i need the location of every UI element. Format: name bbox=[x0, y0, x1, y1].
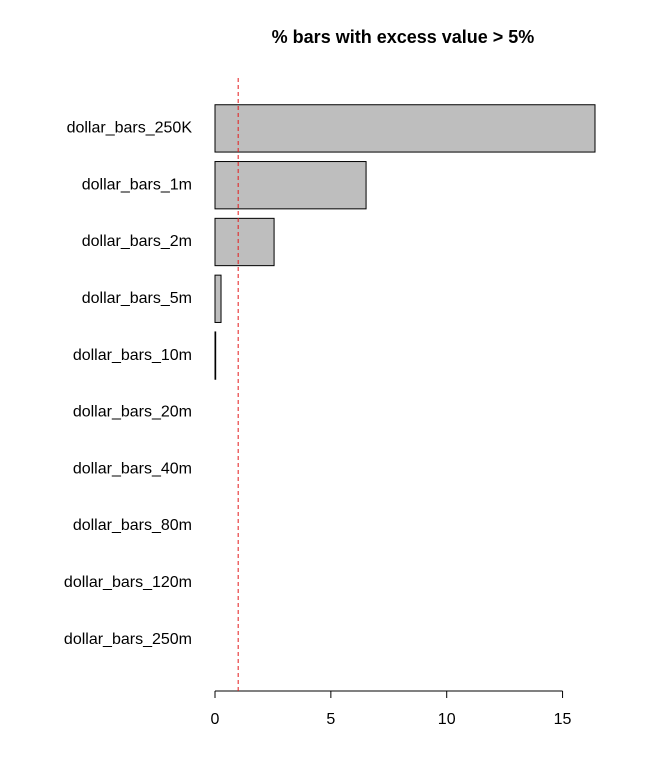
x-tick-label: 15 bbox=[554, 711, 572, 728]
chart-title: % bars with excess value > 5% bbox=[272, 27, 535, 47]
bar bbox=[214, 274, 222, 323]
x-tick-label: 5 bbox=[326, 711, 335, 728]
y-tick-label: dollar_bars_1m bbox=[82, 176, 192, 193]
y-tick-label: dollar_bars_20m bbox=[73, 404, 192, 421]
bar bbox=[214, 331, 217, 380]
bar bbox=[214, 217, 275, 267]
y-tick-label: dollar_bars_40m bbox=[73, 460, 192, 477]
bar bbox=[214, 161, 367, 210]
bar bbox=[214, 104, 596, 153]
x-tick-label: 0 bbox=[211, 711, 220, 728]
y-tick-label: dollar_bars_5m bbox=[82, 290, 192, 307]
y-tick-label: dollar_bars_10m bbox=[73, 347, 192, 364]
y-tick-label: dollar_bars_80m bbox=[73, 517, 192, 534]
y-tick-label: dollar_bars_2m bbox=[82, 233, 192, 250]
y-tick-label: dollar_bars_250K bbox=[67, 120, 193, 137]
y-tick-label: dollar_bars_120m bbox=[64, 574, 192, 591]
x-tick-label: 10 bbox=[438, 711, 456, 728]
y-tick-label: dollar_bars_250m bbox=[64, 631, 192, 648]
